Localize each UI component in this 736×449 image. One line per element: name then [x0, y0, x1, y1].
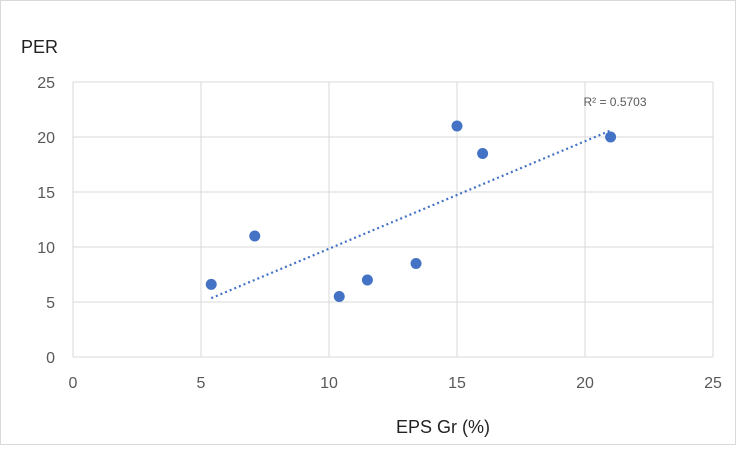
x-tick-label: 25 [704, 375, 722, 392]
data-points [205, 120, 617, 302]
x-tick-label: 5 [197, 375, 206, 392]
y-tick-label: 15 [37, 185, 55, 202]
x-tick-label: 15 [448, 375, 466, 392]
gridlines [72, 81, 714, 358]
y-tick-label: 0 [46, 350, 55, 367]
trendline [210, 129, 612, 300]
x-tick-label: 10 [320, 375, 338, 392]
r-squared-annotation: R² = 0.5703 [583, 95, 646, 109]
y-tick-label: 25 [37, 75, 55, 92]
x-axis-title: EPS Gr (%) [396, 417, 490, 437]
tick-labels: 0 5 10 15 20 25 0 5 10 15 20 25 [37, 75, 722, 392]
x-tick-label: 20 [576, 375, 594, 392]
data-point [333, 291, 345, 302]
y-axis-title: PER [21, 37, 58, 57]
data-point [249, 230, 261, 242]
y-tick-label: 20 [37, 130, 55, 147]
data-point [605, 131, 617, 143]
y-tick-label: 5 [46, 295, 55, 312]
data-point [477, 148, 489, 159]
data-point [361, 274, 373, 286]
data-point [205, 278, 217, 290]
data-point [451, 120, 463, 132]
y-tick-label: 10 [37, 240, 55, 257]
x-tick-label: 0 [69, 375, 78, 392]
data-point [410, 258, 422, 269]
